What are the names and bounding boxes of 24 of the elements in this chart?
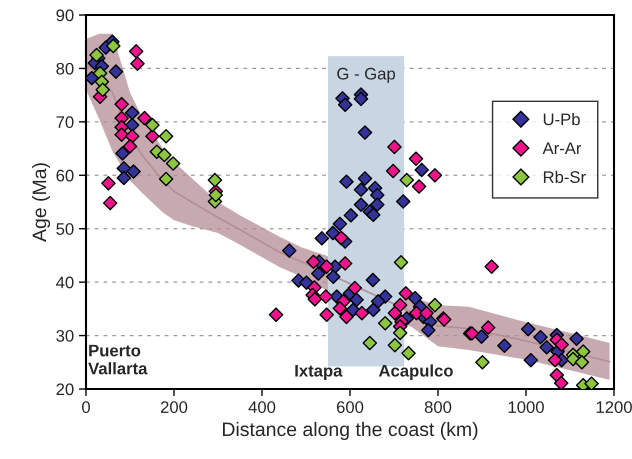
x-tick-label: 1000 — [508, 401, 544, 414]
legend-label: Ar-Ar — [542, 142, 582, 154]
x-tick-label: 600 — [336, 401, 364, 414]
legend-label: Rb-Sr — [544, 170, 586, 183]
y-tick-label: 40 — [56, 276, 74, 288]
x-tick-label: 800 — [424, 401, 452, 414]
y-tick-label: 60 — [56, 170, 74, 182]
annotation: Ixtapa — [295, 365, 343, 380]
annotation: Puerto Vallarta — [88, 344, 148, 374]
y-tick-label: 20 — [56, 383, 74, 396]
x-tick-label: 200 — [160, 401, 188, 414]
y-tick-label: 70 — [56, 116, 74, 128]
band-label: G - Gap — [337, 68, 395, 83]
x-tick-label: 0 — [82, 401, 90, 414]
x-tick-label: 1200 — [596, 401, 632, 414]
annotation: Acapulco — [378, 364, 453, 380]
y-axis-title: Age (Ma) — [32, 163, 50, 242]
legend-label: U-Pb — [544, 113, 580, 126]
y-tick-label: 90 — [56, 9, 74, 22]
y-tick-label: 50 — [56, 223, 74, 235]
x-tick-label: 400 — [248, 401, 276, 414]
x-axis-title: Distance along the coast (km) — [222, 422, 478, 440]
y-tick-label: 80 — [56, 62, 74, 75]
y-tick-label: 30 — [56, 330, 74, 342]
